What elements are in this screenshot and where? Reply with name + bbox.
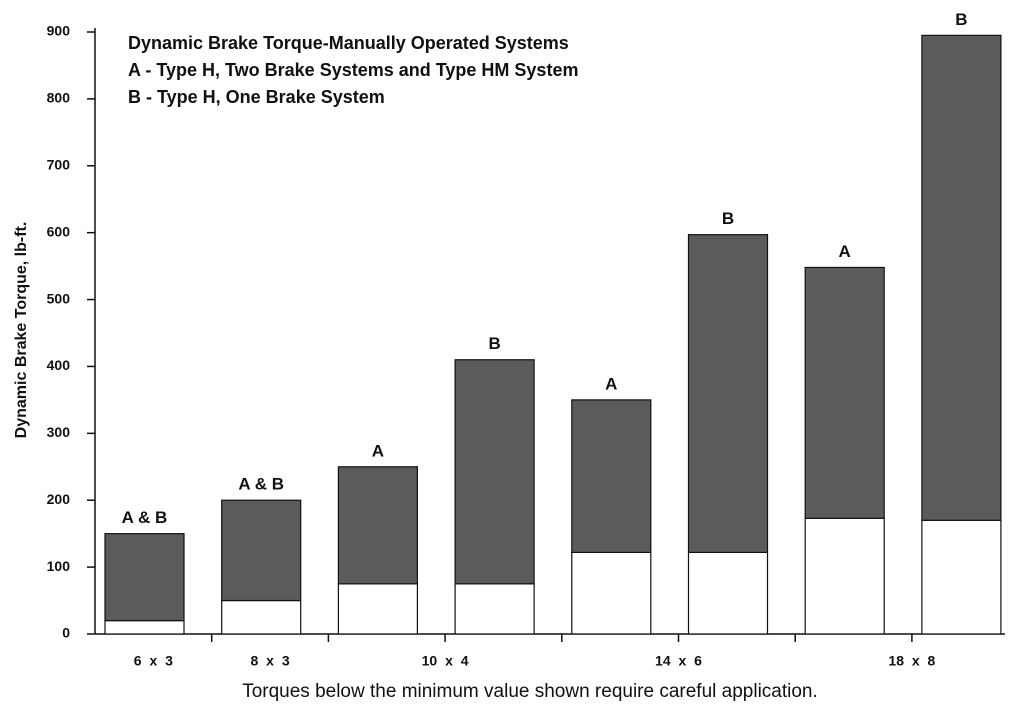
bar-label: B — [955, 10, 967, 29]
bar-label: A & B — [122, 508, 168, 527]
y-tick-label: 100 — [47, 558, 71, 574]
x-tick-label: 18 x 8 — [888, 653, 935, 669]
title-line: A - Type H, Two Brake Systems and Type H… — [128, 60, 578, 80]
x-tick-label: 8 x 3 — [250, 653, 289, 669]
title-line: Dynamic Brake Torque-Manually Operated S… — [128, 33, 569, 53]
bar-range — [921, 34, 1002, 521]
bar-below-min — [571, 551, 652, 635]
x-tick-label: 6 x 3 — [134, 653, 173, 669]
bar-label: B — [722, 209, 734, 228]
bar-below-min — [337, 583, 418, 635]
x-tick-label: 14 x 6 — [655, 653, 702, 669]
bar-below-min — [687, 551, 769, 635]
bar-label: B — [488, 334, 500, 353]
y-axis-label: Dynamic Brake Torque, lb-ft. — [13, 222, 30, 439]
y-tick-label: 300 — [47, 424, 71, 440]
bar-label: A — [372, 441, 384, 460]
y-tick-label: 200 — [47, 491, 71, 507]
y-tick-label: 0 — [62, 625, 70, 641]
x-tick-label: 10 x 4 — [422, 653, 469, 669]
bar-below-min — [804, 517, 885, 635]
bar-range — [804, 266, 885, 519]
bar-label: A — [605, 374, 617, 393]
bar-label: A — [839, 242, 851, 261]
y-tick-label: 500 — [47, 290, 71, 306]
bar-range — [337, 466, 418, 585]
y-tick-label: 700 — [47, 156, 71, 172]
bar-below-min — [104, 620, 185, 635]
y-tick-label: 400 — [47, 357, 71, 373]
bar-range — [454, 359, 535, 585]
bar-range — [571, 399, 652, 553]
bar-range — [104, 533, 185, 622]
bar-below-min — [454, 583, 535, 635]
x-axis-label: Torques below the minimum value shown re… — [242, 681, 818, 702]
bar-range — [221, 499, 302, 602]
bar-range — [687, 234, 769, 553]
y-tick-label: 800 — [47, 90, 71, 106]
bar-below-min — [221, 599, 302, 635]
y-tick-label: 600 — [47, 223, 71, 239]
bar-label: A & B — [238, 475, 284, 494]
title-line: B - Type H, One Brake System — [128, 87, 385, 107]
bar-below-min — [921, 519, 1002, 635]
y-tick-label: 900 — [47, 23, 71, 39]
